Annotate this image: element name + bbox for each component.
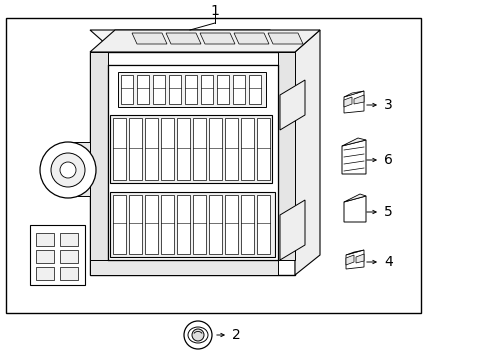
Circle shape (40, 142, 96, 198)
Polygon shape (278, 52, 294, 260)
Bar (224, 195, 238, 254)
Polygon shape (343, 91, 363, 113)
Bar (193, 195, 205, 254)
Bar (193, 118, 205, 180)
Polygon shape (90, 52, 108, 260)
Bar (121, 75, 133, 104)
Text: 3: 3 (383, 98, 392, 112)
Polygon shape (353, 95, 363, 104)
Bar (6, 18, 420, 313)
Bar (153, 75, 164, 104)
Bar (113, 118, 126, 180)
Bar (224, 118, 238, 180)
Bar (60, 233, 78, 246)
Polygon shape (343, 97, 351, 107)
Bar (145, 118, 158, 180)
Polygon shape (280, 80, 305, 130)
Polygon shape (346, 250, 363, 255)
Polygon shape (343, 196, 365, 222)
Polygon shape (165, 33, 201, 44)
Text: 5: 5 (383, 205, 392, 219)
Bar (184, 75, 197, 104)
Polygon shape (30, 225, 85, 285)
Polygon shape (341, 140, 365, 174)
Bar (257, 195, 269, 254)
Bar (36, 250, 54, 263)
Circle shape (183, 321, 212, 349)
Bar (241, 195, 253, 254)
Bar (36, 233, 54, 246)
Polygon shape (132, 33, 167, 44)
Bar (161, 195, 174, 254)
Bar (129, 195, 142, 254)
Polygon shape (355, 254, 363, 263)
Polygon shape (90, 260, 278, 275)
Bar (248, 75, 261, 104)
Circle shape (51, 153, 85, 187)
Bar (145, 195, 158, 254)
Polygon shape (68, 142, 90, 155)
Polygon shape (346, 255, 353, 265)
Polygon shape (90, 52, 294, 275)
Text: 6: 6 (383, 153, 392, 167)
Bar (208, 118, 222, 180)
Polygon shape (343, 91, 363, 97)
Polygon shape (343, 194, 365, 202)
Polygon shape (68, 183, 90, 196)
Bar (118, 72, 265, 107)
Polygon shape (90, 30, 319, 52)
Text: 1: 1 (210, 4, 219, 18)
Bar (257, 118, 269, 180)
Bar (217, 75, 228, 104)
Circle shape (60, 162, 76, 178)
Bar (110, 115, 271, 183)
Bar (201, 75, 213, 104)
Bar (161, 118, 174, 180)
Bar (177, 195, 190, 254)
Polygon shape (200, 33, 235, 44)
Bar (169, 75, 181, 104)
Bar (208, 195, 222, 254)
Bar (113, 195, 126, 254)
Bar (60, 267, 78, 280)
Text: 4: 4 (383, 255, 392, 269)
Bar (36, 267, 54, 280)
Polygon shape (234, 33, 268, 44)
Bar (177, 118, 190, 180)
Polygon shape (346, 250, 363, 269)
Ellipse shape (187, 327, 207, 343)
Bar (241, 118, 253, 180)
Bar (60, 250, 78, 263)
Circle shape (192, 329, 203, 341)
Bar (232, 75, 244, 104)
Polygon shape (280, 200, 305, 260)
Text: 2: 2 (231, 328, 240, 342)
Bar (129, 118, 142, 180)
Bar (108, 65, 278, 260)
Bar (137, 75, 149, 104)
Polygon shape (294, 30, 319, 275)
Polygon shape (341, 138, 365, 146)
Polygon shape (90, 30, 294, 52)
Bar (110, 192, 274, 257)
Polygon shape (267, 33, 303, 44)
